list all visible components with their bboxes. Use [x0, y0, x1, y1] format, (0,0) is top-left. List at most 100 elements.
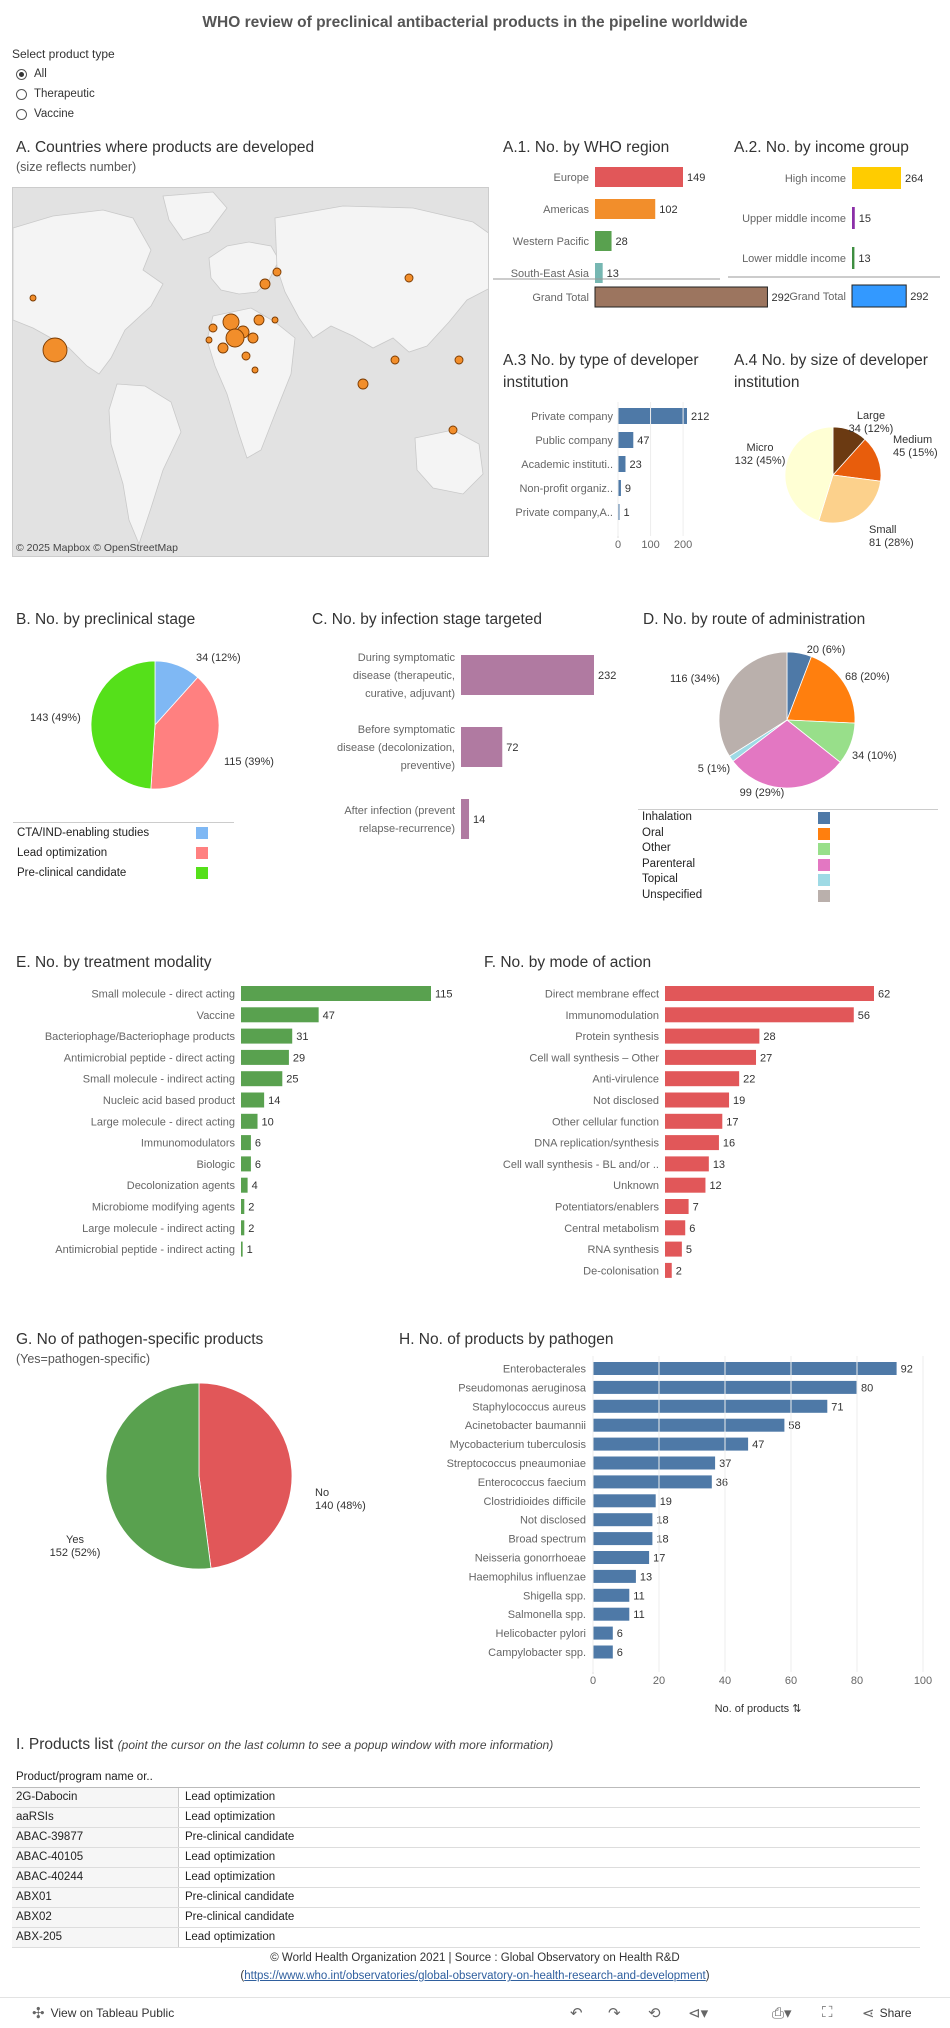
- country-bubble[interactable]: [271, 316, 279, 324]
- legend-item-oral[interactable]: Oral: [638, 826, 938, 842]
- share-button[interactable]: ⋖ Share: [862, 2004, 912, 2022]
- category-label: Decolonization agents: [127, 1180, 236, 1192]
- b-title: B. No. by preclinical stage: [16, 611, 196, 628]
- slice-label: 45 (15%): [893, 447, 938, 459]
- country-bubble[interactable]: [251, 366, 259, 374]
- product-stage-cell[interactable]: Pre-clinical candidate: [185, 1831, 295, 1843]
- legend-label: Oral: [642, 826, 664, 839]
- route-legend: Inhalation Oral Other Parenteral Topical Unsp…: [638, 809, 938, 903]
- table-row[interactable]: ABX-205 Lead optimization: [12, 1928, 920, 1948]
- view-on-tableau-button[interactable]: ✣ View on Tableau Public: [32, 2004, 174, 2022]
- product-stage-cell[interactable]: Pre-clinical candidate: [185, 1911, 295, 1923]
- slice-label: 132 (45%): [735, 455, 786, 467]
- pause-icon[interactable]: ⊲▾: [688, 2005, 709, 2022]
- legend-item-pre-clinical-candidate[interactable]: Pre-clinical candidate: [13, 863, 234, 883]
- table-row[interactable]: ABX01 Pre-clinical candidate: [12, 1888, 920, 1908]
- table-row[interactable]: ABAC-40105 Lead optimization: [12, 1848, 920, 1868]
- legend-item-lead-optimization[interactable]: Lead optimization: [13, 843, 234, 863]
- products-table: Product/program name or.. 2G-Dabocin Lead…: [12, 1768, 920, 1948]
- revert-icon[interactable]: ⟲: [648, 2005, 661, 2022]
- undo-icon[interactable]: ↶: [570, 2005, 583, 2022]
- tick-label: 0: [615, 539, 621, 551]
- product-name-cell: 2G-Dabocin: [12, 1788, 179, 1807]
- category-label: Central metabolism: [564, 1223, 659, 1235]
- legend-item-inhalation[interactable]: Inhalation: [638, 810, 938, 826]
- legend-item-unspecified[interactable]: Unspecified: [638, 888, 938, 904]
- category-label: Lower middle income: [742, 253, 846, 265]
- product-name-cell: ABAC-40244: [12, 1868, 179, 1887]
- country-bubble[interactable]: [454, 355, 464, 365]
- bar: [665, 1241, 682, 1257]
- country-bubble[interactable]: [225, 328, 245, 348]
- bar: [241, 1220, 245, 1236]
- country-bubble[interactable]: [208, 323, 218, 333]
- country-bubble[interactable]: [247, 332, 259, 344]
- world-map[interactable]: © 2025 Mapbox © OpenStreetMap: [12, 187, 489, 557]
- table-row[interactable]: 2G-Dabocin Lead optimization: [12, 1788, 920, 1808]
- filter-option-all[interactable]: All: [16, 65, 47, 83]
- footer-paren-open: (: [240, 1970, 245, 1982]
- country-bubble[interactable]: [390, 355, 400, 365]
- country-bubble[interactable]: [253, 314, 265, 326]
- pie-slice-micro: [784, 426, 834, 522]
- product-stage-cell[interactable]: Lead optimization: [185, 1871, 276, 1883]
- table-row[interactable]: ABX02 Pre-clinical candidate: [12, 1908, 920, 1928]
- country-bubble[interactable]: [217, 342, 229, 354]
- filter-option-vaccine[interactable]: Vaccine: [16, 105, 74, 123]
- category-label: Public company: [535, 435, 613, 447]
- country-bubble[interactable]: [357, 378, 369, 390]
- country-bubble[interactable]: [272, 267, 282, 277]
- legend-item-cta-ind-enabling-studies[interactable]: CTA/IND-enabling studies: [13, 823, 234, 843]
- pie-slice-medium: [832, 438, 882, 482]
- pie-slice-unspecified: [718, 651, 788, 757]
- table-row[interactable]: ABAC-40244 Lead optimization: [12, 1868, 920, 1888]
- australia-landmass: [414, 429, 484, 495]
- category-label: preventive): [401, 760, 455, 772]
- product-stage-cell[interactable]: Pre-clinical candidate: [185, 1891, 295, 1903]
- value-label: 58: [788, 1420, 800, 1432]
- legend-item-topical[interactable]: Topical: [638, 872, 938, 888]
- category-label: Academic instituti..: [521, 459, 613, 471]
- value-label: 18: [656, 1534, 668, 1546]
- product-stage-cell[interactable]: Lead optimization: [185, 1931, 276, 1943]
- country-bubble[interactable]: [448, 425, 458, 435]
- bar: [618, 432, 634, 448]
- country-bubble[interactable]: [241, 351, 251, 361]
- h-title: H. No. of products by pathogen: [399, 1331, 614, 1348]
- country-bubble[interactable]: [404, 273, 414, 283]
- product-stage-cell[interactable]: Lead optimization: [185, 1811, 276, 1823]
- bar: [593, 1513, 653, 1527]
- slice-label: 34 (10%): [852, 750, 897, 762]
- table-header-product[interactable]: Product/program name or..: [12, 1768, 178, 1787]
- country-bubble[interactable]: [205, 336, 213, 344]
- table-row[interactable]: aaRSIs Lead optimization: [12, 1808, 920, 1828]
- legend-item-parenteral[interactable]: Parenteral: [638, 857, 938, 873]
- legend-item-other[interactable]: Other: [638, 841, 938, 857]
- table-row[interactable]: ABAC-39877 Pre-clinical candidate: [12, 1828, 920, 1848]
- country-bubble[interactable]: [29, 294, 37, 302]
- tick-label: 200: [674, 539, 692, 551]
- category-label: Microbiome modifying agents: [92, 1202, 236, 1214]
- bar: [852, 207, 855, 229]
- filter-option-therapeutic[interactable]: Therapeutic: [16, 85, 95, 103]
- legend-label: Parenteral: [642, 857, 696, 870]
- legend-swatch: [818, 858, 830, 871]
- value-label: 18: [656, 1515, 668, 1527]
- redo-icon[interactable]: ↷: [608, 2005, 621, 2022]
- fullscreen-icon[interactable]: ⛶: [822, 2004, 833, 2021]
- footer-link[interactable]: https://www.who.int/observatories/global…: [244, 1970, 706, 1982]
- download-icon[interactable]: ⎙▾: [772, 2005, 792, 2022]
- slice-label: 5 (1%): [698, 763, 730, 775]
- category-label: Streptococcus pneaumoniae: [447, 1458, 586, 1470]
- country-bubble[interactable]: [259, 278, 271, 290]
- product-stage-cell[interactable]: Lead optimization: [185, 1791, 276, 1803]
- value-label: 71: [831, 1401, 843, 1413]
- category-label: Americas: [543, 204, 589, 216]
- bar: [595, 167, 683, 187]
- slice-label: 152 (52%): [50, 1547, 101, 1559]
- category-label: Cell wall synthesis - BL and/or ..: [503, 1159, 659, 1171]
- product-name-cell: ABX02: [12, 1908, 179, 1927]
- country-bubble[interactable]: [42, 337, 68, 363]
- product-stage-cell[interactable]: Lead optimization: [185, 1851, 276, 1863]
